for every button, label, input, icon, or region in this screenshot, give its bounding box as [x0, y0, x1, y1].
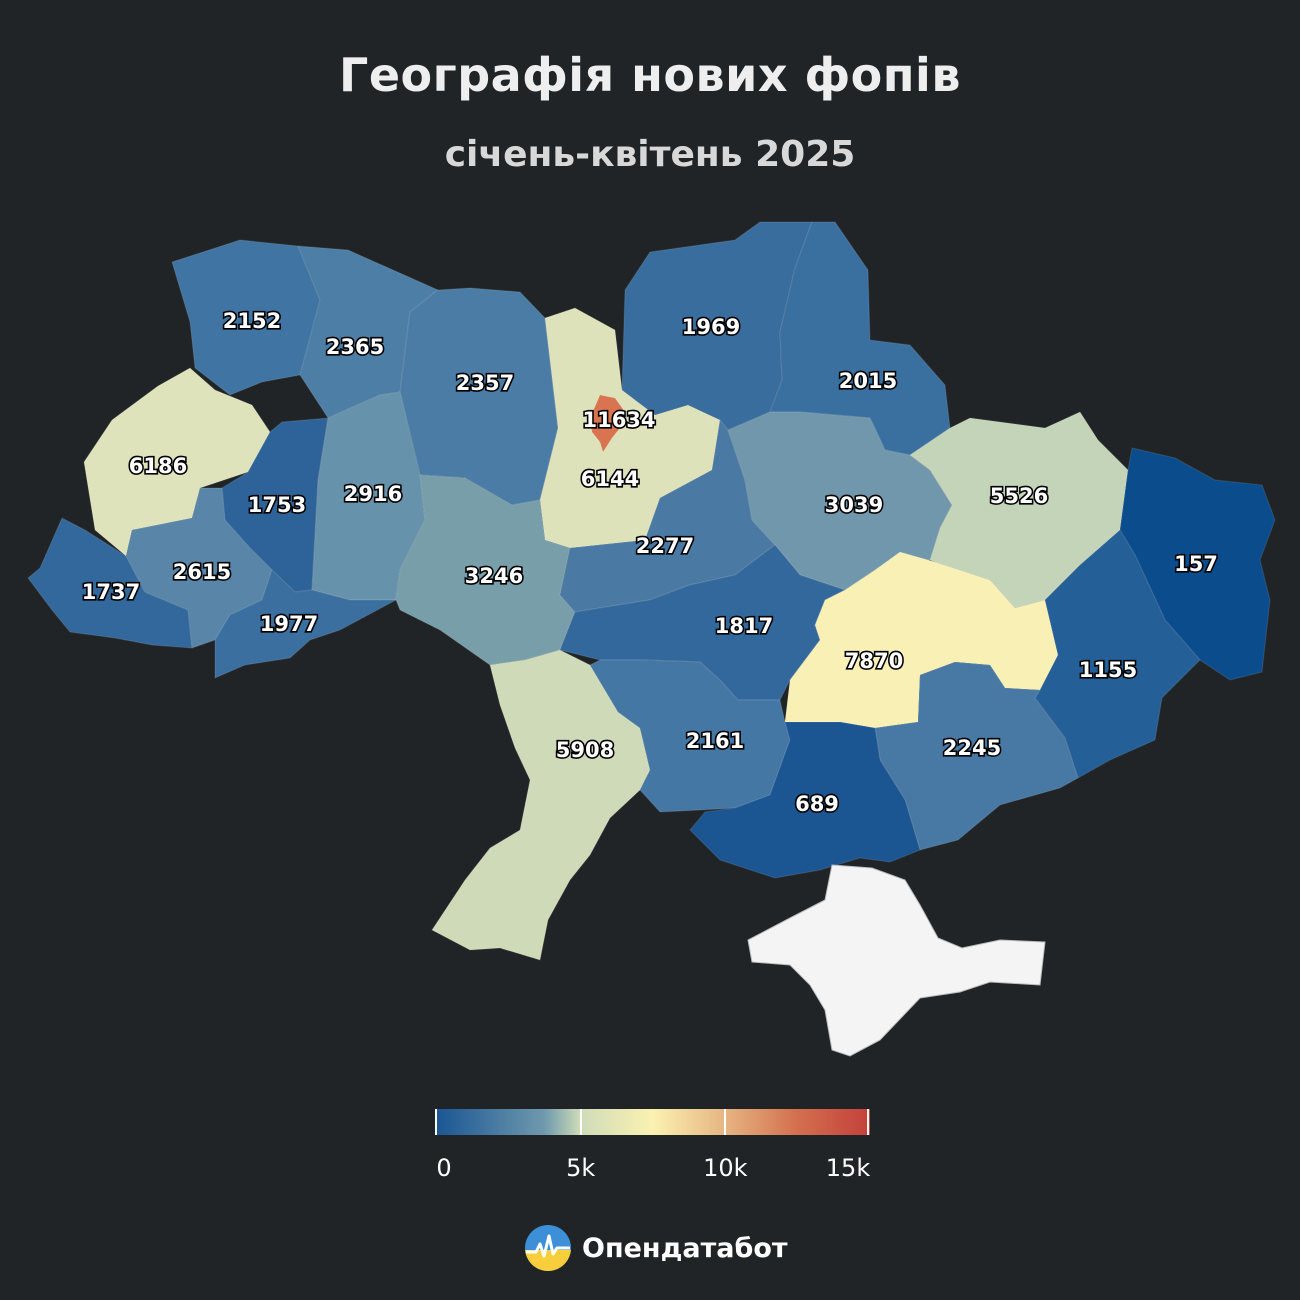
crimea-peninsula — [747, 864, 1046, 1057]
region-value-label: 1817 — [715, 614, 773, 638]
legend-tick — [579, 1109, 582, 1135]
region-value-label: 2161 — [686, 729, 744, 753]
region-chernivtsi — [214, 568, 397, 679]
region-value-label: 7870 — [845, 649, 903, 673]
legend-tick-label: 15k — [825, 1154, 871, 1182]
region-value-label: 1737 — [82, 580, 140, 604]
region-value-label: 1155 — [1079, 658, 1137, 682]
region-value-label: 1753 — [248, 493, 306, 517]
region-value-label: 3039 — [825, 493, 883, 517]
legend-tick-label: 10k — [703, 1154, 748, 1182]
region-value-label: 2277 — [636, 534, 694, 558]
region-volyn — [171, 239, 321, 396]
region-donetsk — [1034, 529, 1201, 779]
color-scale-bar — [436, 1109, 870, 1135]
region-value-label: 2152 — [223, 309, 281, 333]
region-value-label: 2365 — [326, 335, 384, 359]
legend-tick-label: 0 — [436, 1154, 452, 1182]
brand-name: Опендатабот — [582, 1232, 788, 1264]
map-subtitle: січень-квітень 2025 — [444, 134, 856, 175]
opendatabot-logo-icon — [525, 1225, 571, 1271]
legend-tick-label: 5k — [566, 1154, 596, 1182]
region-value-label: 3246 — [465, 564, 523, 588]
region-value-label: 11634 — [582, 408, 655, 432]
region-value-label: 2916 — [344, 482, 402, 506]
region-value-label: 1977 — [260, 612, 318, 636]
legend-tick — [724, 1109, 727, 1135]
region-value-label: 157 — [1174, 552, 1218, 576]
region-value-label: 1969 — [682, 315, 740, 339]
legend-tick — [435, 1109, 437, 1135]
region-value-label: 2357 — [456, 371, 514, 395]
region-value-label: 6144 — [581, 467, 639, 491]
brand-logo: Опендатабот — [524, 1224, 788, 1272]
region-value-label: 2245 — [943, 736, 1001, 760]
region-value-label: 5526 — [990, 484, 1048, 508]
region-kherson — [689, 721, 921, 879]
map-title: Географія нових фопів — [339, 48, 961, 102]
legend-tick — [867, 1109, 869, 1135]
region-zhytomyr — [399, 287, 559, 506]
region-kyiv-city — [589, 394, 626, 454]
region-value-label: 6186 — [129, 454, 187, 478]
region-value-label: 2015 — [839, 369, 897, 393]
region-value-label: 689 — [795, 792, 839, 816]
region-zaporizhzhia — [874, 661, 1079, 851]
region-value-label: 2615 — [173, 560, 231, 584]
region-value-label: 5908 — [556, 738, 614, 762]
